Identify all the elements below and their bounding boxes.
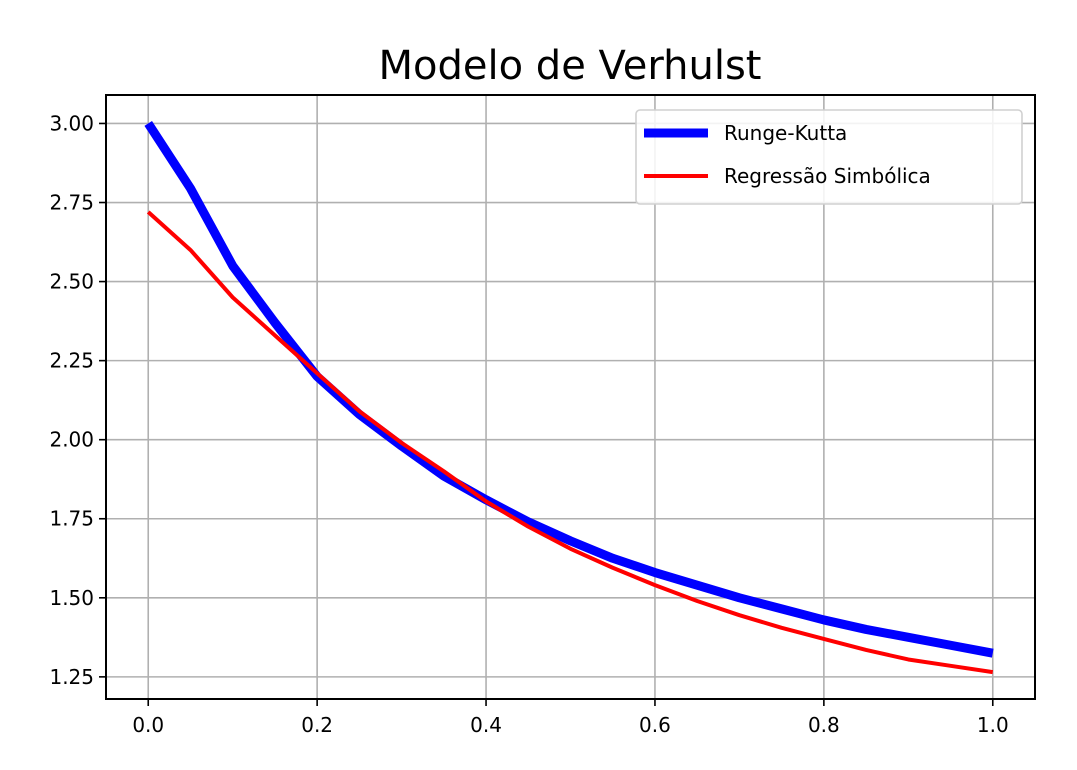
y-tick-label: 2.00 bbox=[49, 428, 94, 452]
y-tick-label: 3.00 bbox=[49, 111, 94, 135]
legend: Runge-Kutta Regressão Simbólica bbox=[635, 109, 1023, 205]
plot-frame bbox=[105, 94, 1036, 700]
legend-label: Regressão Simbólica bbox=[724, 164, 931, 188]
runge-kutta-line bbox=[144, 121, 994, 658]
regressao-simbolica-line bbox=[146, 210, 994, 675]
series-layer bbox=[144, 121, 994, 675]
legend-box bbox=[635, 109, 1023, 205]
y-tick-label: 1.75 bbox=[49, 507, 94, 531]
y-tick-label: 2.25 bbox=[49, 349, 94, 373]
x-tick-label: 0.2 bbox=[301, 713, 333, 737]
legend-label: Runge-Kutta bbox=[724, 121, 847, 145]
chart-title: Modelo de Verhulst bbox=[379, 43, 762, 89]
x-tick-label: 1.0 bbox=[977, 713, 1009, 737]
y-tick-label: 1.25 bbox=[49, 665, 94, 689]
y-tick-label: 2.75 bbox=[49, 191, 94, 215]
x-tick-label: 0.8 bbox=[808, 713, 840, 737]
x-tick-label: 0.4 bbox=[470, 713, 502, 737]
y-tick-label: 2.50 bbox=[49, 270, 94, 294]
x-tick-label: 0.0 bbox=[132, 713, 164, 737]
y-tick-label: 1.50 bbox=[49, 586, 94, 610]
x-tick-label: 0.6 bbox=[639, 713, 671, 737]
tick-layer: 0.0 0.2 0.4 0.6 0.8 1.0 1.25 1.50 1.75 2.00 2.25 2.… bbox=[49, 111, 1008, 737]
